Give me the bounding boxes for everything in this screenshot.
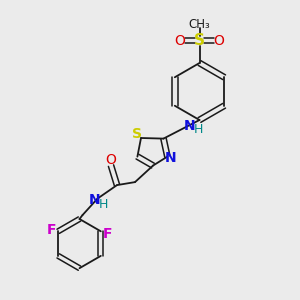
Text: O: O [175, 34, 185, 47]
Text: CH₃: CH₃ [189, 17, 210, 31]
Text: O: O [106, 153, 116, 167]
Text: F: F [47, 223, 56, 237]
Text: S: S [194, 33, 205, 48]
Text: N: N [184, 119, 196, 133]
Text: S: S [132, 128, 142, 141]
Text: H: H [194, 123, 204, 136]
Text: N: N [165, 151, 176, 165]
Text: H: H [99, 197, 108, 211]
Text: N: N [89, 193, 100, 207]
Text: O: O [214, 34, 224, 47]
Text: F: F [103, 227, 112, 241]
